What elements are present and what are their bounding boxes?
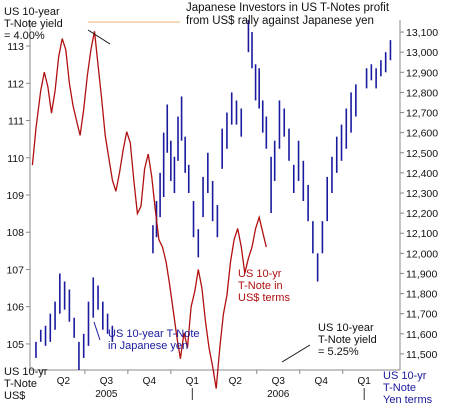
right-tick-label: 12,400 (406, 168, 438, 180)
right-tick-label: 11,900 (406, 268, 437, 280)
yield-4-callout (87, 29, 111, 45)
right-tick-label: 12,300 (406, 188, 438, 200)
yield-525-callout (281, 344, 311, 363)
right-axis-label: US 10-yr T-Note Yen terms (383, 370, 433, 406)
left-tick-label: 113 (7, 41, 24, 53)
x-tick-label: Q2 (57, 376, 71, 387)
left-tick-label: 111 (8, 116, 24, 128)
x-tick-label: Q3 (100, 376, 114, 387)
right-tick-label: 11,700 (406, 309, 437, 321)
left-tick-label: 106 (6, 302, 24, 314)
yield-525-annotation: US 10-year T-Note yield = 5.25% (318, 322, 377, 358)
right-tick-label: 12,700 (406, 108, 438, 120)
x-tick-label: Q3 (272, 376, 286, 387)
usd-series (31, 31, 267, 389)
left-tick-label: 107 (6, 264, 24, 276)
right-tick-label: 11,600 (406, 329, 437, 341)
usd-series-label: US 10-yr T-Note in US$ terms (238, 268, 290, 304)
left-tick-label: 112 (7, 78, 24, 90)
usd-line (31, 31, 267, 389)
callout-lines (87, 21, 311, 363)
right-tick-label: 11,800 (406, 289, 437, 301)
right-tick-label: 12,900 (406, 67, 438, 79)
right-tick-label: 12,100 (406, 228, 438, 240)
x-tick-label: Q4 (143, 376, 157, 387)
yield-4-annotation: US 10-year T-Note yield = 4.00% (4, 6, 63, 42)
chart-title: Japanese Investors in US T-Notes profit … (186, 2, 390, 27)
left-axis-ticks: 105 106 107 108 109 110 111 112 113 (6, 41, 30, 351)
right-tick-label: 13,000 (406, 47, 438, 59)
right-tick-label: 12,600 (406, 128, 438, 140)
left-tick-label: 110 (7, 153, 24, 165)
right-tick-label: 12,200 (406, 208, 438, 220)
left-tick-label: 105 (6, 339, 24, 351)
x-tick-label: Q1 (186, 376, 200, 387)
year-label: 2005 (95, 389, 118, 400)
yen-series-label: US 10-year T-Note in Japanese yen (108, 328, 200, 352)
year-label: 2006 (267, 389, 290, 400)
left-tick-label: 108 (6, 227, 24, 239)
right-tick-label: 12,000 (406, 248, 438, 260)
right-tick-label: 13,100 (406, 27, 438, 39)
left-tick-label: 109 (6, 190, 24, 202)
right-tick-label: 12,500 (406, 148, 438, 160)
plot-frame (29, 20, 401, 371)
right-tick-label: 12,800 (406, 87, 438, 99)
yen-label-pointer (93, 321, 101, 341)
right-tick-label: 11,500 (406, 349, 437, 361)
left-axis-label: US 10-yr T-Note US$ (4, 366, 48, 402)
x-tick-label: Q2 (229, 376, 243, 387)
right-axis-ticks: 11,500 11,600 11,700 11,800 11,900 12,000 12,1… (400, 27, 438, 361)
x-axis-ticks: Q2 Q3 Q4 Q1 Q2 Q3 Q4 Q1 2005 2006 (41, 370, 372, 400)
x-tick-label: Q4 (315, 376, 329, 387)
yen-series (35, 20, 392, 370)
x-tick-label: Q1 (358, 376, 372, 387)
